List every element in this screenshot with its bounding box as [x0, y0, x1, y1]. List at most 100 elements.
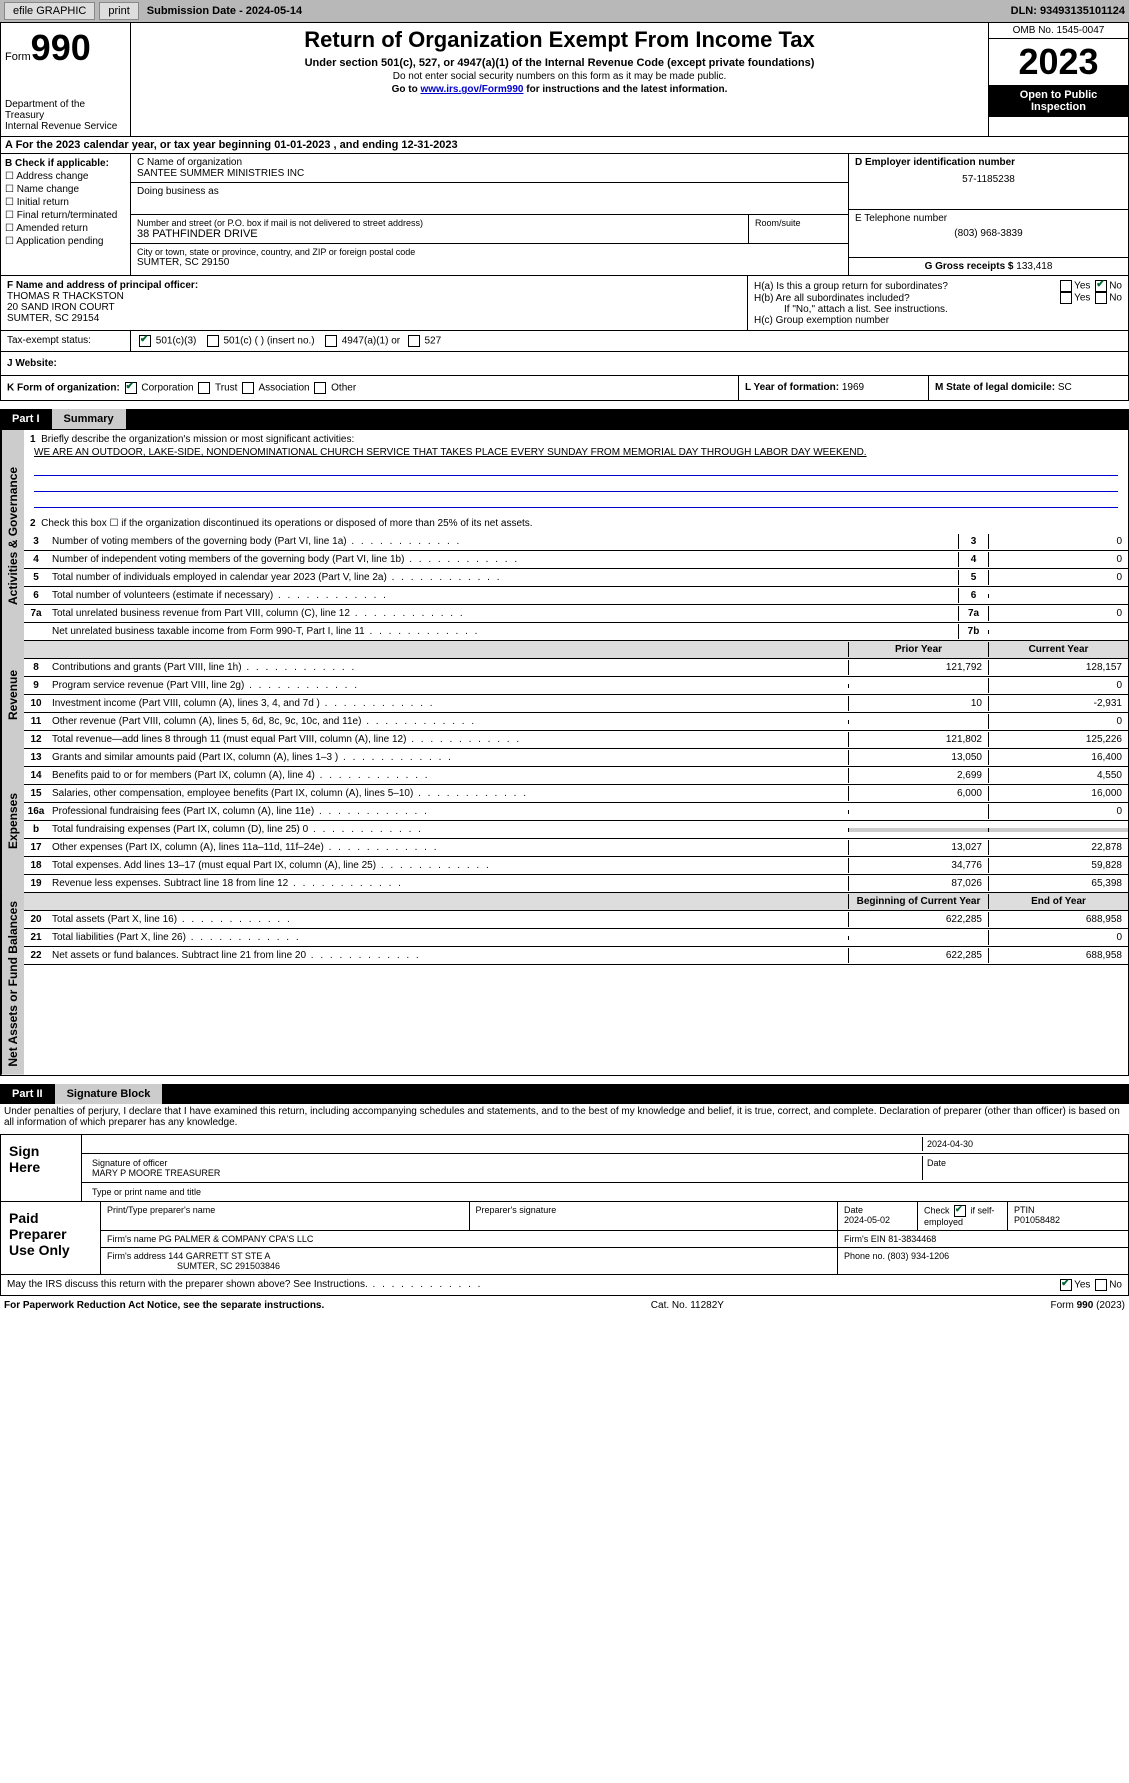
instr-link: Go to www.irs.gov/Form990 for instructio…	[135, 84, 984, 95]
discuss-yes[interactable]	[1060, 1279, 1072, 1291]
row-j: J Website:	[0, 352, 1129, 376]
sign-date: 2024-04-30	[922, 1137, 1122, 1151]
part2-header: Part II Signature Block	[0, 1084, 1129, 1104]
chk-trust[interactable]	[198, 382, 210, 394]
prep-date: 2024-05-02	[844, 1215, 890, 1225]
sign-here-label: Sign Here	[1, 1135, 81, 1201]
tab-netassets: Net Assets or Fund Balances	[1, 893, 24, 1075]
ha-no[interactable]	[1095, 280, 1107, 292]
org-name: SANTEE SUMMER MINISTRIES INC	[137, 168, 842, 179]
ein-label: D Employer identification number	[855, 157, 1122, 168]
omb-number: OMB No. 1545-0047	[989, 23, 1128, 39]
summary-line: 17Other expenses (Part IX, column (A), l…	[24, 839, 1128, 857]
form-number: 990	[31, 27, 91, 68]
principal-officer: F Name and address of principal officer:…	[1, 276, 748, 330]
dept-treasury: Department of the Treasury	[5, 99, 126, 121]
tax-year: 2023	[989, 39, 1128, 85]
tax-exempt-options: 501(c)(3) 501(c) ( ) (insert no.) 4947(a…	[131, 331, 1128, 351]
chk-527[interactable]	[408, 335, 420, 347]
preparer-label: Paid Preparer Use Only	[1, 1202, 101, 1274]
summary-line: 14Benefits paid to or for members (Part …	[24, 767, 1128, 785]
sign-block: Sign Here 2024-04-30 Signature of office…	[0, 1134, 1129, 1202]
chk-other[interactable]	[314, 382, 326, 394]
chk-501c3[interactable]	[139, 335, 151, 347]
instr-ssn: Do not enter social security numbers on …	[135, 71, 984, 82]
check-name-change[interactable]: Name change	[5, 184, 126, 195]
form-label: Form	[5, 51, 31, 63]
phone-value: (803) 968-3839	[855, 228, 1122, 239]
tab-expenses: Expenses	[1, 749, 24, 893]
summary-line: 19Revenue less expenses. Subtract line 1…	[24, 875, 1128, 893]
tab-revenue: Revenue	[1, 641, 24, 749]
dept-irs: Internal Revenue Service	[5, 121, 126, 132]
discuss-no[interactable]	[1095, 1279, 1107, 1291]
room-label: Room/suite	[748, 215, 848, 243]
discuss-row: May the IRS discuss this return with the…	[0, 1275, 1129, 1296]
summary-line: Net unrelated business taxable income fr…	[24, 623, 1128, 641]
year-formation: 1969	[842, 382, 864, 393]
preparer-block: Paid Preparer Use Only Print/Type prepar…	[0, 1202, 1129, 1275]
summary-line: 4Number of independent voting members of…	[24, 551, 1128, 569]
chk-corp[interactable]	[125, 382, 137, 394]
firm-name: PG PALMER & COMPANY CPA'S LLC	[159, 1234, 314, 1244]
hb-no[interactable]	[1095, 292, 1107, 304]
col-c: C Name of organization SANTEE SUMMER MIN…	[131, 154, 848, 275]
dln: DLN: 93493135101124	[1011, 5, 1125, 17]
chk-4947[interactable]	[325, 335, 337, 347]
efile-button[interactable]: efile GRAPHIC	[4, 2, 95, 20]
part1-body: Activities & Governance 1 Briefly descri…	[0, 429, 1129, 1076]
summary-line: 18Total expenses. Add lines 13–17 (must …	[24, 857, 1128, 875]
form-header: Form990 Department of the Treasury Inter…	[0, 22, 1129, 137]
col-d: D Employer identification number 57-1185…	[848, 154, 1128, 275]
print-button[interactable]: print	[99, 2, 138, 20]
mission-text: WE ARE AN OUTDOOR, LAKE-SIDE, NONDENOMIN…	[30, 445, 1122, 460]
summary-line: 13Grants and similar amounts paid (Part …	[24, 749, 1128, 767]
prior-year-hdr: Prior Year	[848, 642, 988, 657]
part1-header: Part I Summary	[0, 409, 1129, 429]
phone-label: E Telephone number	[855, 213, 1122, 224]
summary-line: 15Salaries, other compensation, employee…	[24, 785, 1128, 803]
col-b: B Check if applicable: Address change Na…	[1, 154, 131, 275]
summary-line: 21Total liabilities (Part X, line 26)0	[24, 929, 1128, 947]
hc-label: H(c) Group exemption number	[754, 315, 1122, 326]
summary-line: 11Other revenue (Part VIII, column (A), …	[24, 713, 1128, 731]
form-ref: Form 990 (2023)	[1051, 1300, 1125, 1311]
city-label: City or town, state or province, country…	[137, 247, 842, 257]
ptin: P01058482	[1014, 1215, 1060, 1225]
form-subtitle: Under section 501(c), 527, or 4947(a)(1)…	[135, 57, 984, 69]
summary-line: bTotal fundraising expenses (Part IX, co…	[24, 821, 1128, 839]
section-a: A For the 2023 calendar year, or tax yea…	[0, 137, 1129, 154]
check-amended[interactable]: Amended return	[5, 223, 126, 234]
website-label: J Website:	[7, 358, 57, 369]
row-k: K Form of organization: Corporation Trus…	[0, 376, 1129, 401]
line1: 1 Briefly describe the organization's mi…	[24, 430, 1128, 514]
group-return: H(a) Is this a group return for subordin…	[748, 276, 1128, 330]
check-address-change[interactable]: Address change	[5, 171, 126, 182]
begin-year-hdr: Beginning of Current Year	[848, 894, 988, 909]
firm-ein: 81-3834468	[888, 1234, 936, 1244]
ein-value: 57-1185238	[855, 174, 1122, 185]
open-public-badge: Open to Public Inspection	[989, 85, 1128, 117]
summary-line: 16aProfessional fundraising fees (Part I…	[24, 803, 1128, 821]
perjury-declaration: Under penalties of perjury, I declare th…	[0, 1104, 1129, 1130]
top-bar: efile GRAPHIC print Submission Date - 20…	[0, 0, 1129, 22]
chk-self-employed[interactable]	[954, 1205, 966, 1217]
form-title: Return of Organization Exempt From Incom…	[135, 27, 984, 53]
summary-line: 10Investment income (Part VIII, column (…	[24, 695, 1128, 713]
ha-yes[interactable]	[1060, 280, 1072, 292]
summary-line: 6Total number of volunteers (estimate if…	[24, 587, 1128, 605]
chk-assoc[interactable]	[242, 382, 254, 394]
gross-value: 133,418	[1016, 261, 1052, 272]
check-application-pending[interactable]: Application pending	[5, 236, 126, 247]
check-final-return[interactable]: Final return/terminated	[5, 210, 126, 221]
row-fg: F Name and address of principal officer:…	[0, 276, 1129, 331]
summary-line: 5Total number of individuals employed in…	[24, 569, 1128, 587]
summary-line: 3Number of voting members of the governi…	[24, 533, 1128, 551]
addr-label: Number and street (or P.O. box if mail i…	[137, 218, 742, 228]
check-initial-return[interactable]: Initial return	[5, 197, 126, 208]
irs-link[interactable]: www.irs.gov/Form990	[420, 84, 523, 95]
chk-501c[interactable]	[207, 335, 219, 347]
summary-line: 22Net assets or fund balances. Subtract …	[24, 947, 1128, 965]
hb-yes[interactable]	[1060, 292, 1072, 304]
addr-value: 38 PATHFINDER DRIVE	[137, 228, 742, 240]
